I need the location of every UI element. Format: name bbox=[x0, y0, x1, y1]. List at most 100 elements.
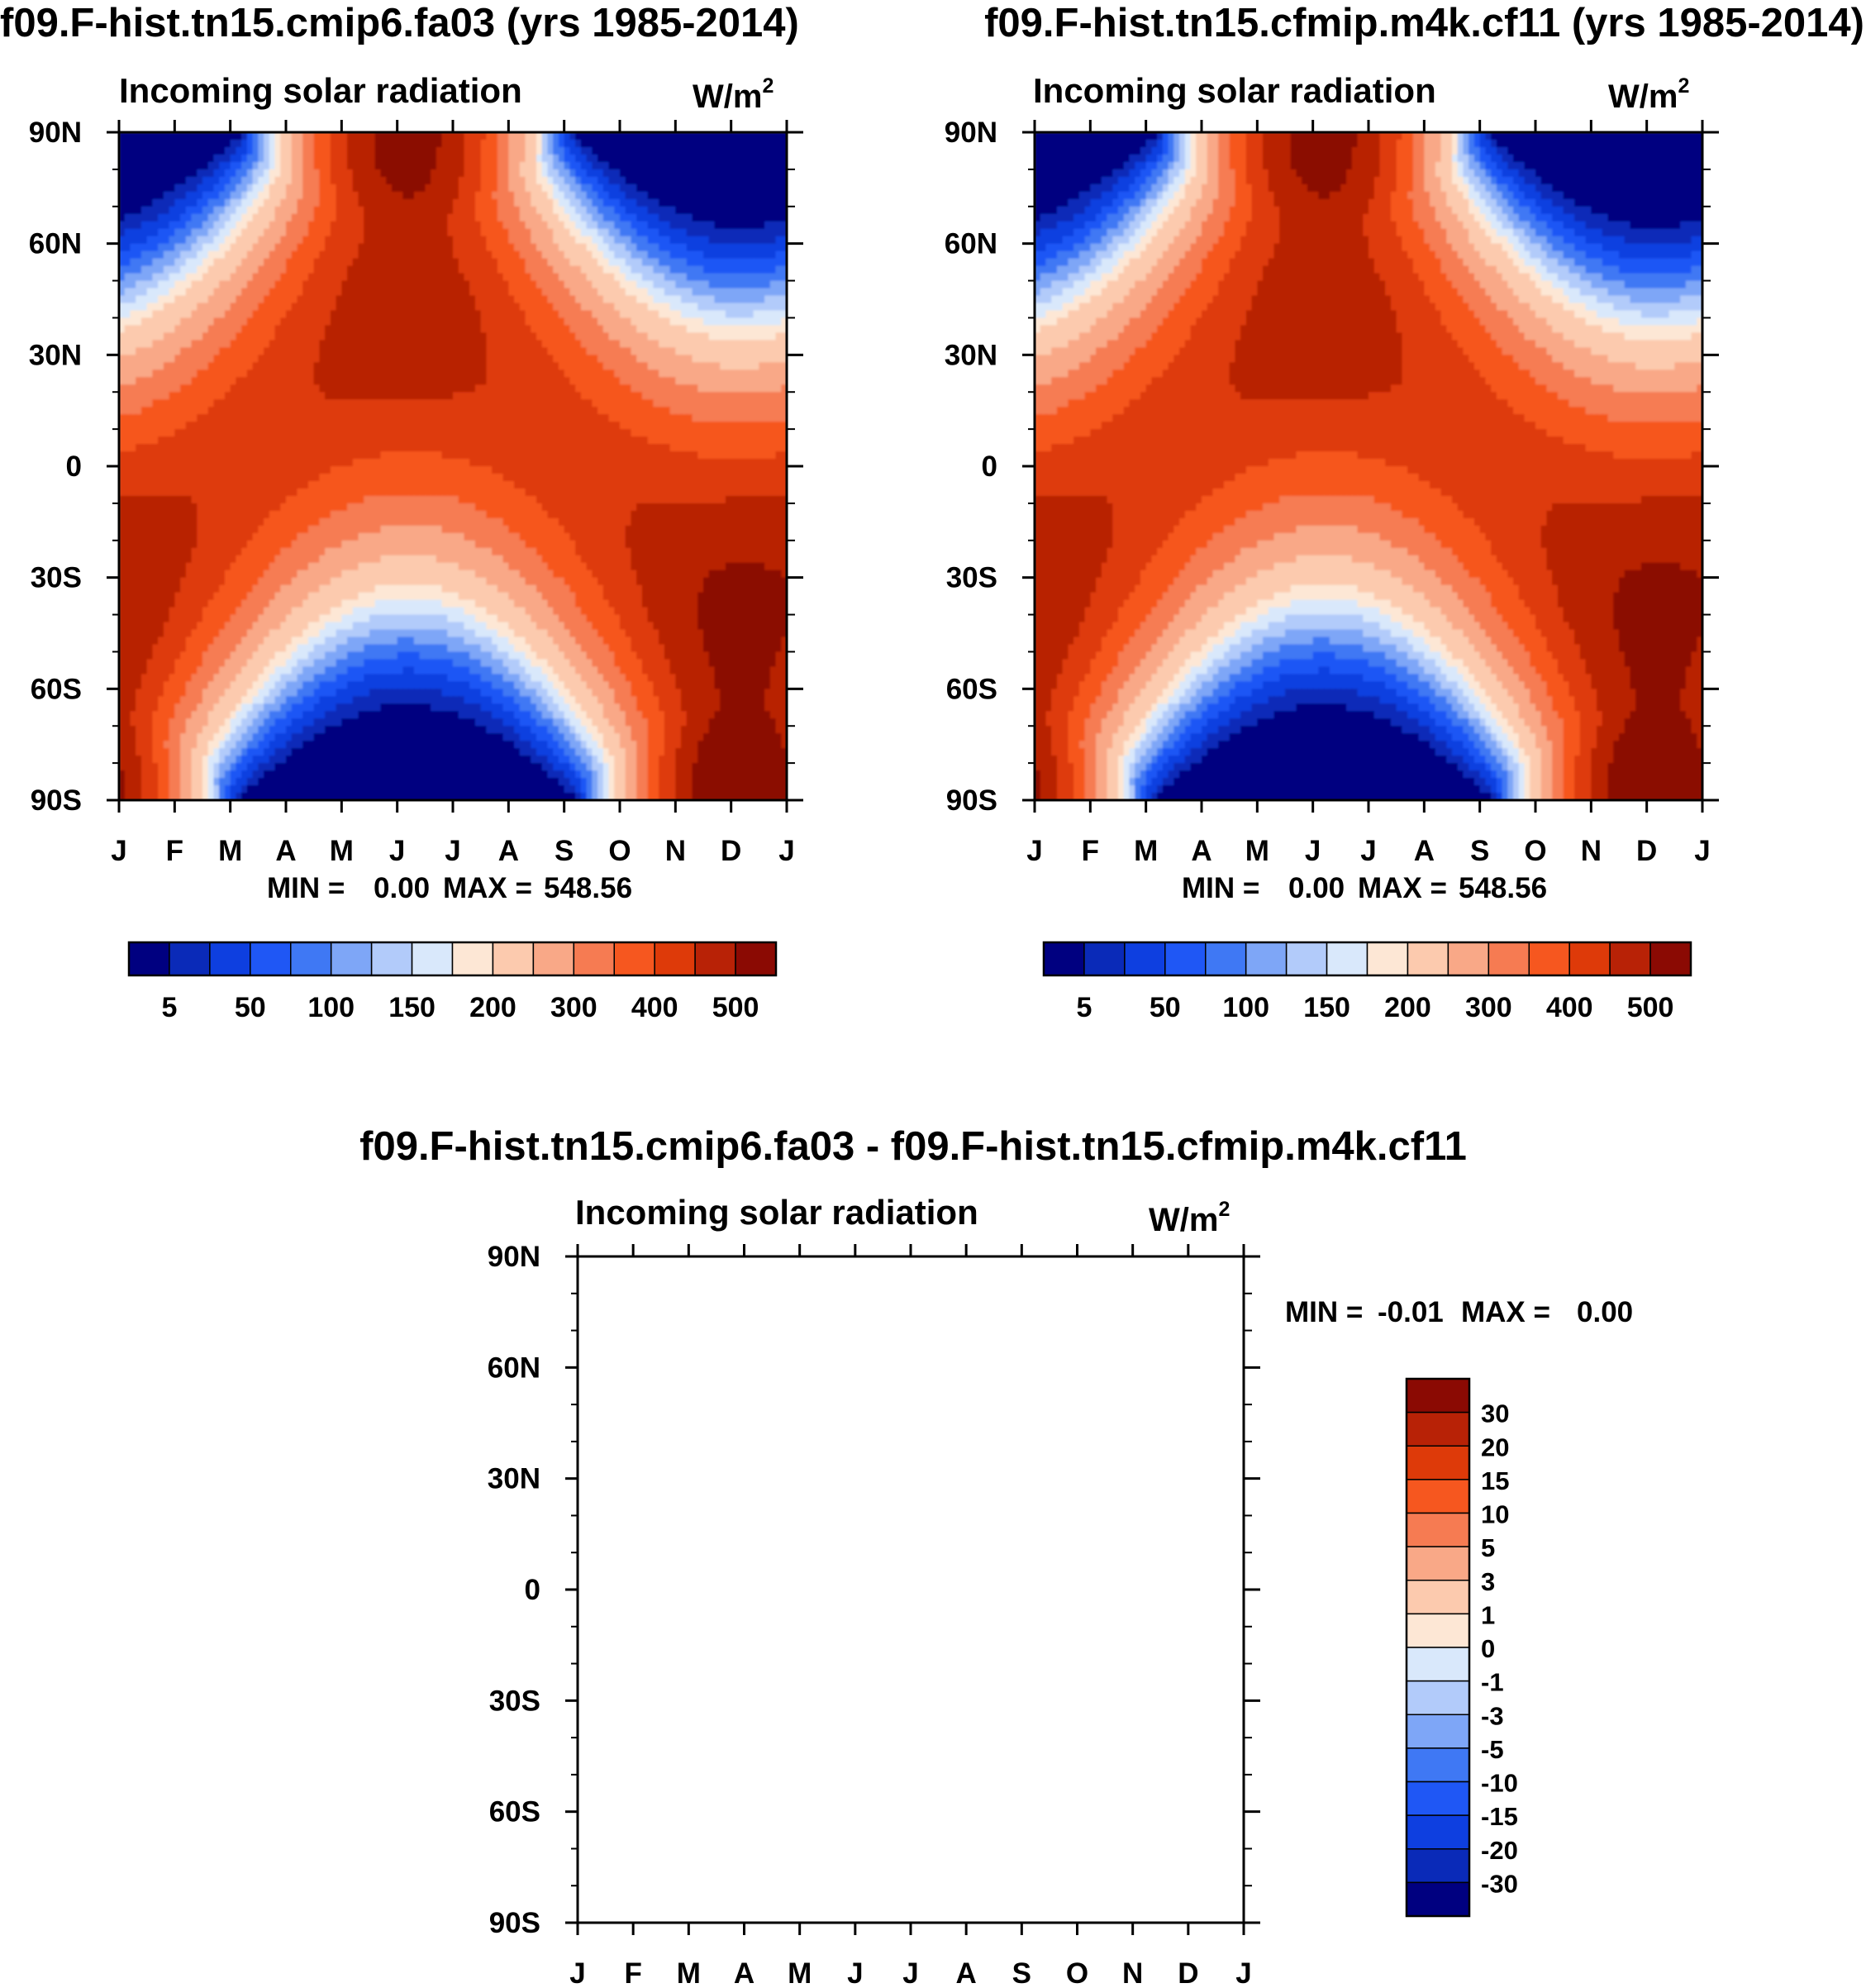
field-cell bbox=[753, 154, 760, 163]
field-cell bbox=[631, 273, 637, 282]
field-cell bbox=[319, 191, 326, 200]
field-cell bbox=[330, 273, 337, 282]
field-cell bbox=[364, 243, 370, 252]
field-cell bbox=[781, 139, 787, 148]
field-cell bbox=[669, 355, 677, 364]
field-cell bbox=[319, 317, 326, 327]
field-cell bbox=[474, 280, 482, 289]
field-cell bbox=[531, 414, 537, 422]
field-cell bbox=[742, 295, 749, 304]
field-cell bbox=[692, 362, 699, 371]
field-cell bbox=[547, 273, 554, 282]
field-cell bbox=[614, 236, 621, 245]
field-cell bbox=[508, 206, 515, 215]
field-cell bbox=[158, 191, 164, 200]
field-cell bbox=[391, 310, 398, 319]
field-cell bbox=[447, 303, 454, 312]
field-cell bbox=[531, 213, 537, 222]
field-cell bbox=[614, 422, 621, 430]
field-cell bbox=[185, 325, 193, 334]
field-cell bbox=[180, 243, 187, 252]
field-cell bbox=[386, 228, 393, 237]
field-cell bbox=[191, 399, 198, 408]
field-cell bbox=[280, 169, 287, 178]
field-cell bbox=[764, 288, 771, 297]
field-cell bbox=[158, 377, 164, 386]
field-cell bbox=[453, 132, 459, 141]
field-cell bbox=[580, 221, 588, 230]
field-cell bbox=[736, 340, 743, 349]
field-cell bbox=[264, 236, 270, 245]
field-cell bbox=[564, 384, 571, 393]
field-cell bbox=[536, 146, 543, 155]
field-cell bbox=[146, 176, 154, 185]
field-cell bbox=[136, 139, 142, 148]
field-cell bbox=[352, 265, 359, 274]
field-cell bbox=[575, 407, 582, 415]
field-cell bbox=[264, 265, 270, 274]
field-cell bbox=[458, 332, 465, 341]
field-cell bbox=[252, 206, 259, 215]
field-cell bbox=[291, 169, 298, 178]
field-cell bbox=[725, 362, 732, 371]
field-cell bbox=[708, 191, 716, 200]
field-cell bbox=[163, 414, 170, 422]
field-cell bbox=[419, 280, 426, 289]
field-cell bbox=[669, 377, 677, 386]
field-cell bbox=[464, 221, 470, 230]
field-cell bbox=[336, 429, 343, 437]
field-cell bbox=[736, 250, 743, 260]
field-cell bbox=[536, 295, 543, 304]
field-cell bbox=[241, 236, 248, 245]
field-cell bbox=[703, 340, 710, 349]
field-cell bbox=[703, 399, 710, 408]
field-cell bbox=[608, 377, 616, 386]
field-cell bbox=[386, 384, 393, 393]
field-cell bbox=[325, 422, 331, 430]
field-cell bbox=[525, 250, 532, 260]
field-cell bbox=[647, 221, 655, 230]
field-cell bbox=[364, 250, 370, 260]
field-cell bbox=[631, 347, 637, 356]
field-cell bbox=[280, 355, 287, 364]
field-cell bbox=[508, 243, 515, 252]
field-cell bbox=[425, 236, 431, 245]
field-cell bbox=[608, 347, 616, 356]
field-cell bbox=[531, 347, 537, 356]
field-cell bbox=[480, 288, 488, 297]
field-cell bbox=[547, 206, 554, 215]
field-cell bbox=[492, 369, 498, 379]
field-cell bbox=[425, 429, 431, 437]
field-cell bbox=[252, 362, 259, 371]
field-cell bbox=[708, 198, 716, 207]
field-cell bbox=[508, 250, 515, 260]
field-cell bbox=[297, 317, 303, 327]
field-cell bbox=[631, 407, 637, 415]
field-cell bbox=[330, 280, 337, 289]
field-cell bbox=[207, 436, 215, 445]
field-cell bbox=[397, 132, 404, 141]
field-cell bbox=[681, 198, 688, 207]
field-cell bbox=[319, 146, 326, 155]
field-cell bbox=[436, 273, 443, 282]
field-cell bbox=[514, 273, 521, 282]
field-cell bbox=[747, 213, 754, 222]
field-cell bbox=[336, 161, 343, 170]
field-cell bbox=[725, 258, 732, 267]
field-cell bbox=[742, 221, 749, 230]
field-cell bbox=[447, 384, 454, 393]
field-cell bbox=[558, 228, 565, 237]
field-cell bbox=[736, 184, 743, 193]
field-cell bbox=[486, 310, 493, 319]
field-cell bbox=[703, 429, 710, 437]
field-cell bbox=[174, 369, 181, 379]
field-cell bbox=[180, 139, 187, 148]
field-cell bbox=[547, 228, 554, 237]
field-cell bbox=[769, 176, 777, 185]
field-cell bbox=[341, 146, 348, 155]
field-cell bbox=[152, 288, 159, 297]
field-cell bbox=[558, 184, 565, 193]
field-cell bbox=[469, 228, 476, 237]
field-cell bbox=[681, 206, 688, 215]
field-cell bbox=[180, 191, 187, 200]
